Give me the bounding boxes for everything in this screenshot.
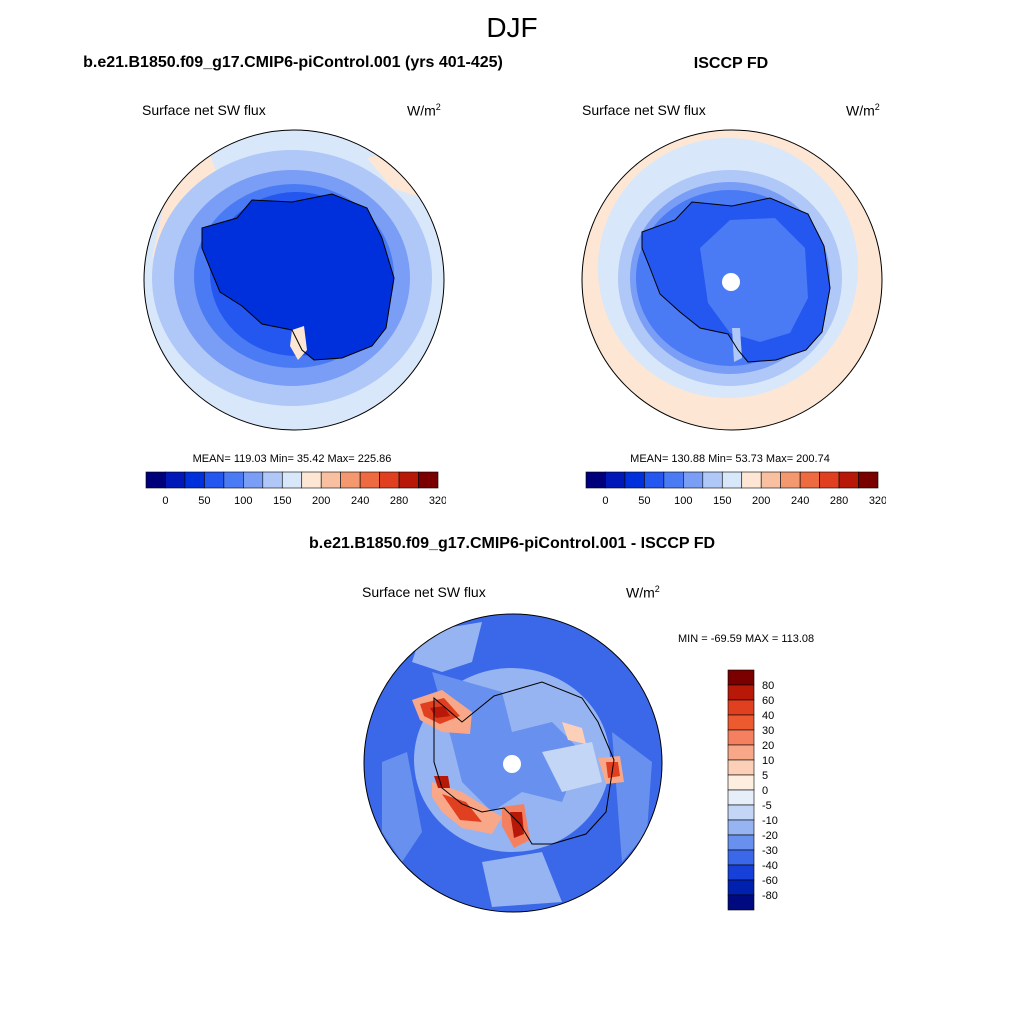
colorbar-cell <box>727 894 755 911</box>
colorbar-cell <box>320 471 341 489</box>
colorbar-cell <box>721 471 743 489</box>
model-stats: MEAN= 119.03 Min= 35.42 Max= 225.86 <box>192 453 392 465</box>
colorbar-cell <box>727 744 755 761</box>
colorbar-tick-label: 60 <box>762 695 774 707</box>
colorbar-tick-label: -40 <box>762 860 778 872</box>
colorbar-tick-label: 50 <box>638 495 650 507</box>
colorbar-tick-label: 280 <box>830 495 848 507</box>
colorbar-cell <box>301 471 322 489</box>
colorbar-tick-label: 200 <box>752 495 770 507</box>
obs-polar-map <box>581 129 883 431</box>
colorbar-tick-label: 0 <box>162 495 168 507</box>
colorbar-tick-label: 30 <box>762 725 774 737</box>
colorbar-cell <box>398 471 419 489</box>
colorbar-tick-label: 40 <box>762 710 774 722</box>
colorbar-cell <box>683 471 704 489</box>
model-colorbar: 0 50 100 150 200 240 280 320 <box>145 471 446 507</box>
colorbar-tick-label: 320 <box>429 495 446 507</box>
figure-title: DJF <box>486 12 538 43</box>
colorbar-cell <box>838 471 859 489</box>
colorbar-cell <box>184 471 205 489</box>
obs-stats: MEAN= 130.88 Min= 53.73 Max= 200.74 <box>630 453 830 465</box>
diff-colorbar: 80 60 40 30 20 10 5 0 -5 -10 -20 -30 -40 -60 -80 <box>727 669 778 911</box>
colorbar-tick-label: 80 <box>762 680 774 692</box>
colorbar-cell <box>727 759 755 776</box>
colorbar-cell <box>359 471 380 489</box>
diff-stats: MIN = -69.59 MAX = 113.08 <box>678 633 815 645</box>
colorbar-cell <box>702 471 723 489</box>
colorbar-cell <box>727 879 755 896</box>
colorbar-cell <box>585 471 606 489</box>
colorbar-tick-label: 240 <box>791 495 809 507</box>
colorbar-cell <box>204 471 225 489</box>
colorbar-cell <box>727 864 755 881</box>
diff-units-label: W/m2 <box>626 584 660 601</box>
colorbar-cell <box>281 471 303 489</box>
colorbar-cell <box>605 471 626 489</box>
colorbar-cell <box>379 471 400 489</box>
colorbar-cell <box>727 789 755 806</box>
colorbar-cell <box>741 471 762 489</box>
colorbar-cell <box>727 819 755 836</box>
colorbar-tick-label: 320 <box>869 495 886 507</box>
colorbar-cell <box>727 684 755 701</box>
model-polar-map <box>143 129 445 431</box>
colorbar-cell <box>727 849 755 866</box>
colorbar-cell <box>418 471 439 489</box>
model-variable-label: Surface net SW flux <box>142 102 266 118</box>
obs-panel-title: ISCCP FD <box>693 55 769 72</box>
colorbar-tick-label: 150 <box>273 495 291 507</box>
obs-colorbar: 0 50 100 150 200 240 280 320 <box>585 471 886 507</box>
colorbar-tick-label: 100 <box>674 495 692 507</box>
colorbar-cell <box>727 699 755 716</box>
colorbar-tick-label: 0 <box>762 785 768 797</box>
colorbar-tick-label: -5 <box>762 800 772 812</box>
colorbar-tick-label: -60 <box>762 875 778 887</box>
colorbar-cell <box>644 471 665 489</box>
obs-variable-label: Surface net SW flux <box>582 102 706 118</box>
colorbar-cell <box>780 471 801 489</box>
obs-units-label: W/m2 <box>846 102 880 119</box>
colorbar-cell <box>340 471 361 489</box>
colorbar-cell <box>243 471 264 489</box>
colorbar-cell <box>819 471 840 489</box>
colorbar-cell <box>760 471 781 489</box>
colorbar-tick-label: 200 <box>312 495 330 507</box>
colorbar-tick-label: -10 <box>762 815 778 827</box>
colorbar-cell <box>727 714 755 731</box>
colorbar-tick-label: 50 <box>198 495 210 507</box>
colorbar-tick-label: 240 <box>351 495 369 507</box>
colorbar-cell <box>727 669 755 686</box>
colorbar-cell <box>727 834 755 851</box>
colorbar-cell <box>262 471 283 489</box>
colorbar-tick-label: 20 <box>762 740 774 752</box>
colorbar-tick-label: 150 <box>713 495 731 507</box>
colorbar-cell <box>858 471 879 489</box>
colorbar-cell <box>624 471 645 489</box>
colorbar-tick-label: 100 <box>234 495 252 507</box>
colorbar-cell <box>799 471 820 489</box>
diff-polar-map <box>363 613 663 913</box>
colorbar-cell <box>727 729 755 746</box>
diff-variable-label: Surface net SW flux <box>362 584 486 600</box>
diff-panel-title: b.e21.B1850.f09_g17.CMIP6-piControl.001 … <box>308 535 716 552</box>
colorbar-cell <box>145 471 166 489</box>
colorbar-tick-label: -20 <box>762 830 778 842</box>
model-panel-title: b.e21.B1850.f09_g17.CMIP6-piControl.001 … <box>83 54 503 71</box>
colorbar-cell <box>663 471 684 489</box>
colorbar-cell <box>727 774 755 791</box>
colorbar-cell <box>223 471 244 489</box>
colorbar-cell <box>165 471 186 489</box>
model-units-label: W/m2 <box>407 102 441 119</box>
colorbar-tick-label: -30 <box>762 845 778 857</box>
colorbar-tick-label: 10 <box>762 755 774 767</box>
colorbar-tick-label: 5 <box>762 770 768 782</box>
colorbar-tick-label: 280 <box>390 495 408 507</box>
colorbar-cell <box>727 804 755 821</box>
colorbar-tick-label: -80 <box>762 890 778 902</box>
colorbar-tick-label: 0 <box>602 495 608 507</box>
